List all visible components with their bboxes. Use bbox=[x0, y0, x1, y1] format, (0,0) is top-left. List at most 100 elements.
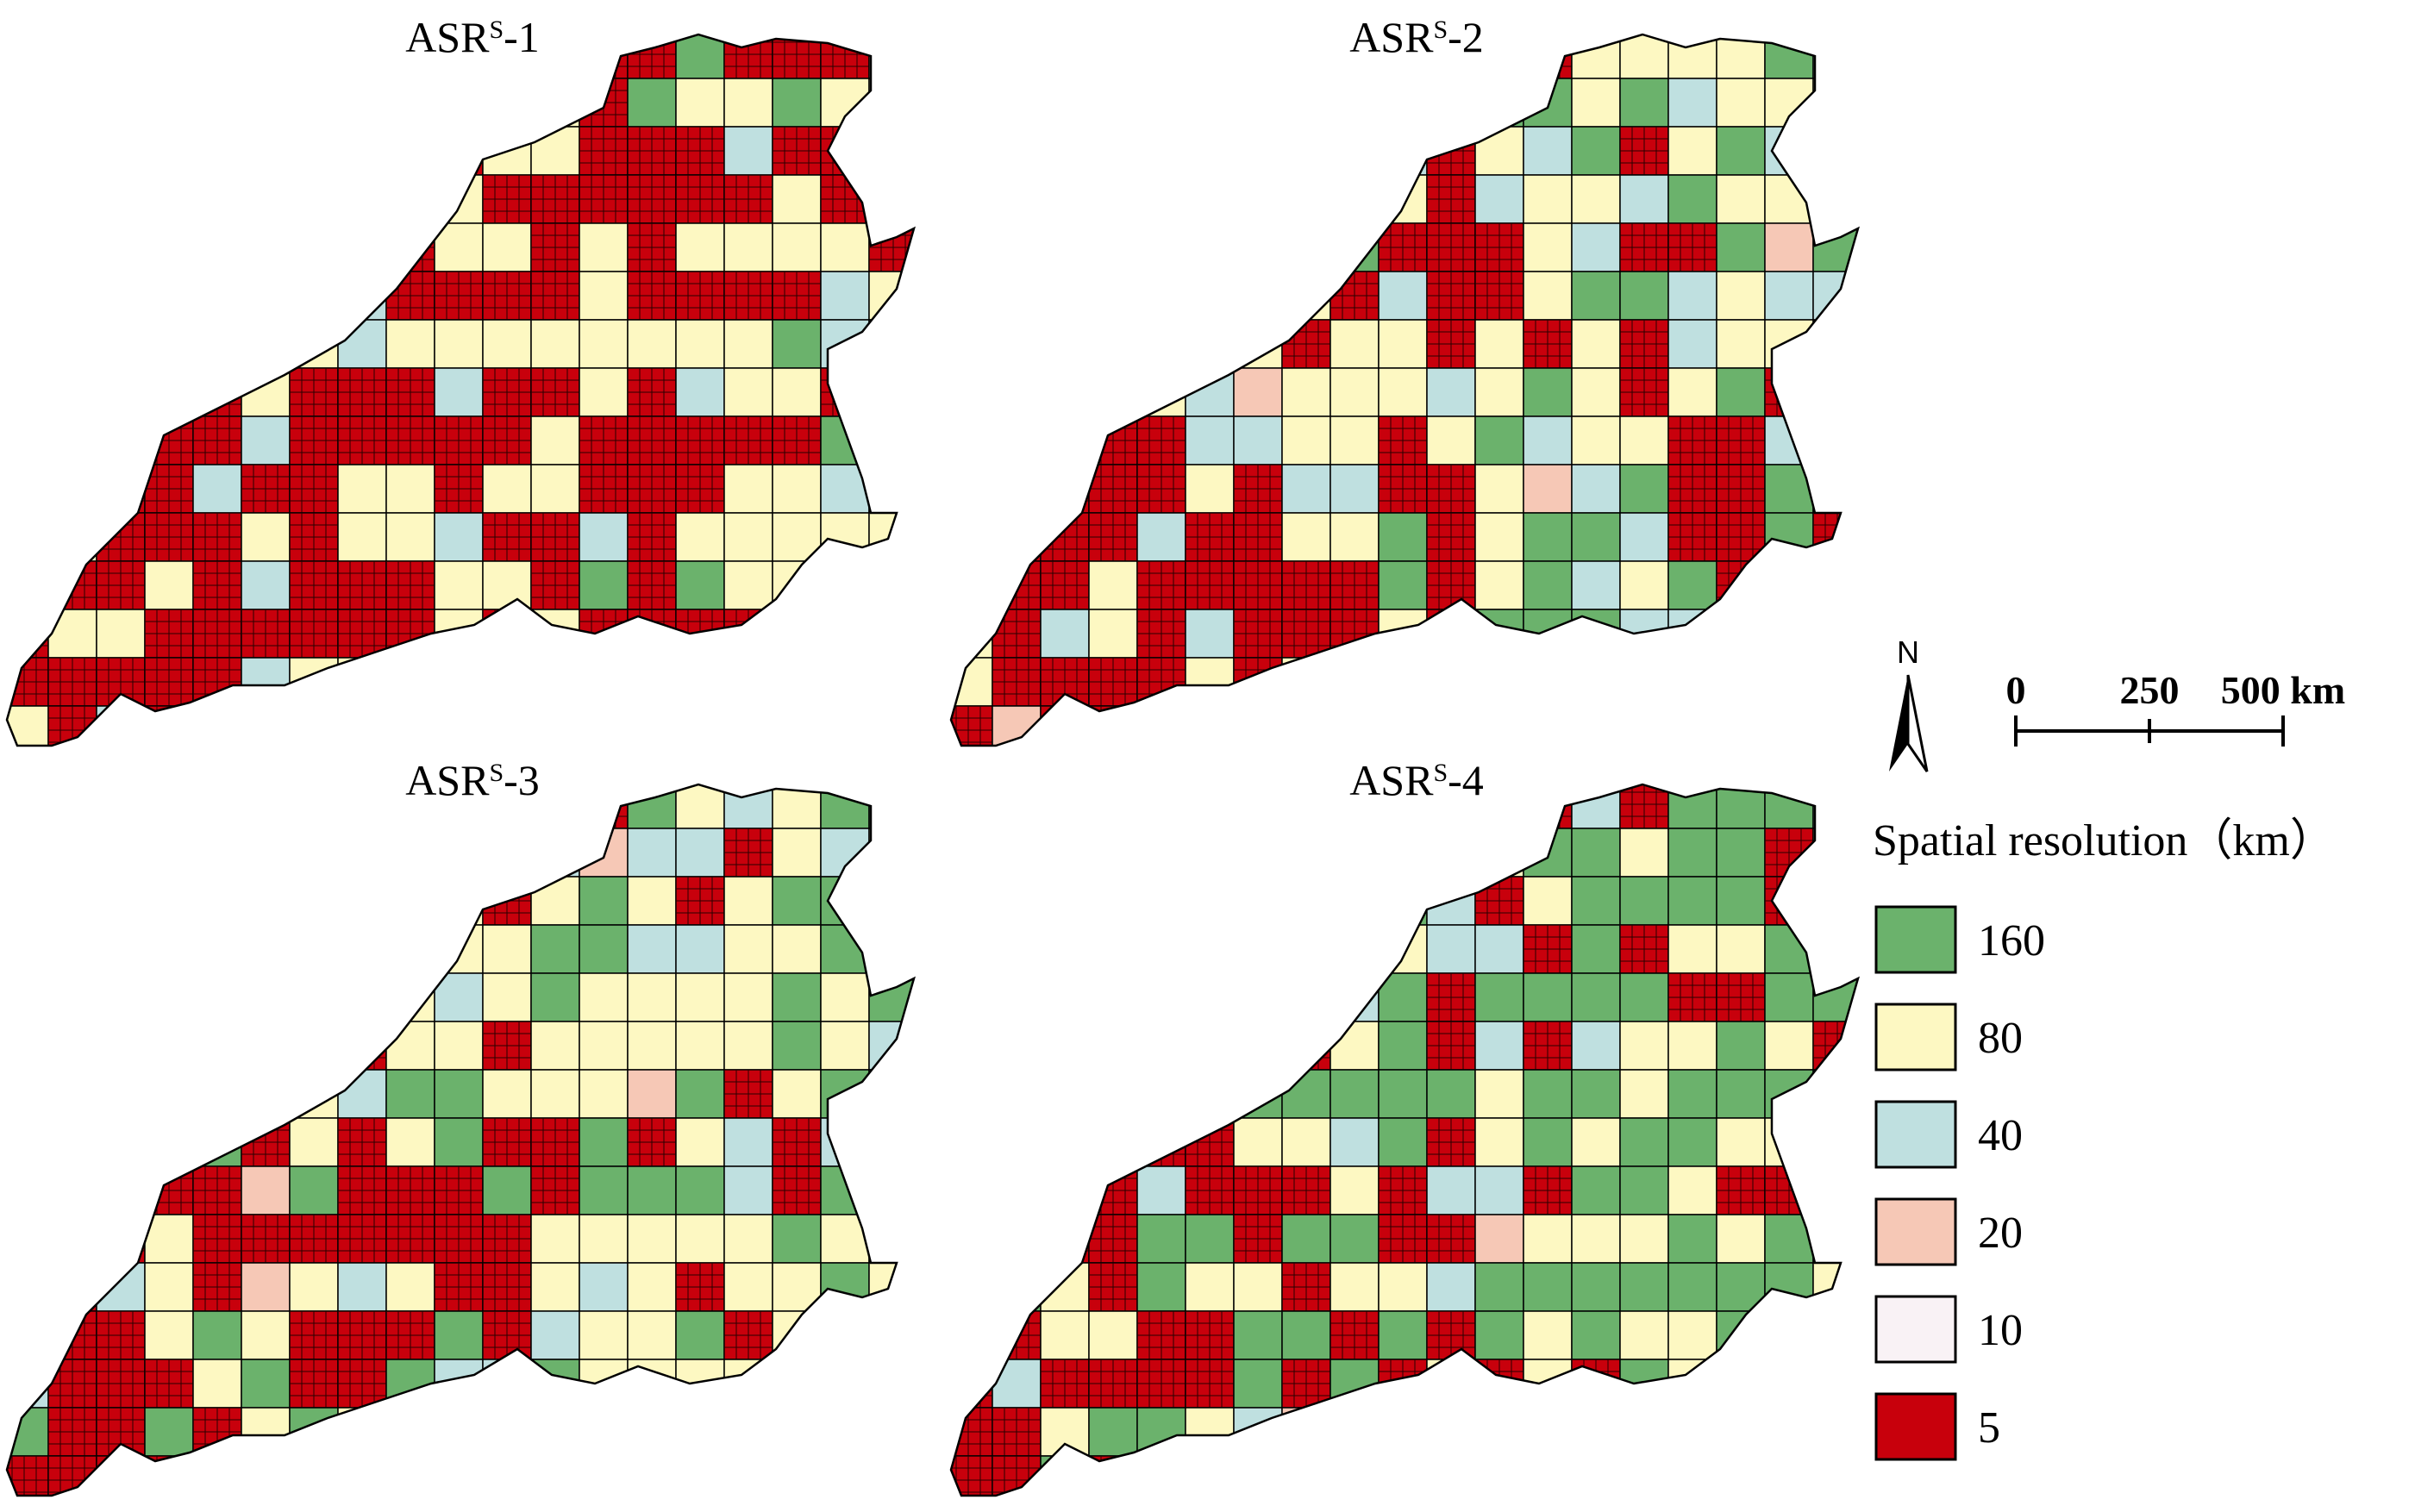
grid-cell-40km bbox=[241, 924, 291, 974]
grid-cell-fine-texture bbox=[483, 1215, 531, 1263]
grid-cell-40km bbox=[1088, 784, 1138, 829]
grid-cell-5km bbox=[1523, 1407, 1573, 1457]
grid-cell-80km bbox=[675, 657, 725, 707]
grid-cell-80km bbox=[579, 1310, 629, 1360]
grid-cell-5km bbox=[47, 1262, 97, 1312]
grid-cell-fine-texture bbox=[1234, 465, 1282, 513]
grid-cell-40km bbox=[241, 560, 291, 610]
grid-cell-fine-texture bbox=[951, 1166, 992, 1215]
grid-cell-fine-texture bbox=[1234, 877, 1282, 925]
grid-cell-80km bbox=[917, 513, 966, 561]
grid-cell-80km bbox=[1474, 1069, 1524, 1119]
grid-cell-fine-texture bbox=[338, 1022, 386, 1070]
grid-cell-fine-texture bbox=[579, 465, 628, 513]
grid-cell-5km bbox=[96, 876, 146, 926]
grid-cell-5km bbox=[951, 1165, 993, 1215]
grid-cell-160km bbox=[917, 780, 966, 828]
grid-cell-5km bbox=[1426, 657, 1476, 707]
grid-cell-160km bbox=[917, 1311, 966, 1359]
grid-cell-fine-texture bbox=[241, 1215, 290, 1263]
grid-cell-40km bbox=[1619, 705, 1669, 746]
grid-cell-5km bbox=[241, 222, 291, 272]
grid-cell-20km bbox=[992, 78, 1042, 128]
grid-cell-fine-texture bbox=[531, 513, 579, 561]
grid-cell-80km bbox=[627, 876, 677, 926]
grid-cell-160km bbox=[1812, 464, 1858, 514]
grid-cell-fine-texture bbox=[193, 828, 241, 877]
map-panels bbox=[5, 33, 1910, 1497]
grid-cell-160km bbox=[1281, 705, 1331, 746]
grid-cell-80km bbox=[385, 1262, 435, 1312]
grid-cell-fine-texture bbox=[1282, 175, 1330, 223]
grid-cell-5km bbox=[7, 1214, 49, 1264]
grid-cell-fine-texture bbox=[579, 175, 628, 223]
grid-cell-5km bbox=[96, 1165, 146, 1215]
grid-cell-5km bbox=[1136, 1455, 1186, 1496]
grid-cell-160km bbox=[1378, 1310, 1428, 1360]
grid-cell-fine-texture bbox=[992, 609, 1041, 658]
grid-cell-80km bbox=[772, 1407, 822, 1457]
grid-cell-fine-texture bbox=[338, 784, 386, 828]
grid-cell-5km bbox=[917, 272, 966, 320]
grid-cell-80km bbox=[1716, 1214, 1766, 1264]
grid-cell-fine-texture bbox=[992, 127, 1041, 175]
grid-cell-80km bbox=[1281, 924, 1331, 974]
grid-cell-80km bbox=[1861, 223, 1910, 272]
grid-cell-40km bbox=[434, 828, 484, 878]
grid-cell-80km bbox=[820, 78, 870, 128]
grid-cell-fine-texture bbox=[1330, 175, 1379, 223]
grid-cell-80km bbox=[1861, 561, 1910, 609]
grid-cell-fine-texture bbox=[1137, 1456, 1186, 1496]
grid-cell-5km bbox=[385, 924, 435, 974]
grid-cell-80km bbox=[772, 1310, 822, 1360]
grid-cell-80km bbox=[1716, 924, 1766, 974]
grid-cell-5km bbox=[144, 705, 194, 746]
grid-cell-5km bbox=[1136, 876, 1186, 926]
grid-cell-40km bbox=[1571, 222, 1621, 272]
grid-cell-80km bbox=[144, 1069, 194, 1119]
grid-cell-fine-texture bbox=[145, 784, 193, 828]
grid-cell-fine-texture bbox=[1234, 1215, 1282, 1263]
grid-cell-fine-texture bbox=[193, 272, 241, 320]
grid-cell-80km bbox=[1667, 1310, 1717, 1360]
grid-cell-80km bbox=[1861, 368, 1910, 416]
grid-cell-80km bbox=[820, 705, 870, 746]
grid-cell-160km bbox=[1571, 924, 1621, 974]
grid-cell-fine-texture bbox=[1234, 513, 1282, 561]
grid-cell-160km bbox=[868, 1214, 914, 1264]
legend-swatch-5 bbox=[1874, 1392, 1957, 1461]
grid-cell-80km bbox=[434, 1021, 484, 1071]
grid-cell-80km bbox=[1330, 1165, 1380, 1215]
grid-cell-fine-texture bbox=[1234, 1166, 1282, 1215]
grid-cell-40km bbox=[1185, 784, 1235, 829]
grid-cell-80km bbox=[1571, 319, 1621, 369]
grid-cell-5km bbox=[530, 705, 580, 746]
grid-cell-160km bbox=[1812, 1455, 1858, 1496]
grid-cell-5km bbox=[7, 222, 49, 272]
grid-cell-80km bbox=[1185, 1262, 1235, 1312]
grid-cell-160km bbox=[1378, 1455, 1428, 1496]
grid-cell-fine-texture bbox=[531, 1456, 579, 1496]
grid-cell-160km bbox=[1812, 876, 1858, 926]
grid-cell-5km bbox=[144, 34, 194, 79]
grid-cell-5km bbox=[47, 1165, 97, 1215]
grid-cell-160km bbox=[1281, 1214, 1331, 1264]
grid-cell-5km bbox=[1281, 78, 1331, 128]
grid-cell-160km bbox=[1040, 222, 1090, 272]
grid-cell-fine-texture bbox=[1041, 706, 1089, 746]
grid-cell-fine-texture bbox=[386, 1166, 435, 1215]
grid-cell-160km bbox=[1619, 464, 1669, 514]
grid-cell-80km bbox=[1185, 924, 1235, 974]
grid-cell-80km bbox=[723, 1455, 773, 1496]
grid-cell-5km bbox=[96, 34, 146, 79]
grid-cell-fine-texture bbox=[1427, 1022, 1475, 1070]
grid-cell-fine-texture bbox=[338, 1215, 386, 1263]
grid-cell-fine-texture bbox=[483, 828, 531, 877]
grid-cell-160km bbox=[1378, 560, 1428, 610]
grid-cell-fine-texture bbox=[1137, 1311, 1186, 1359]
grid-cell-160km bbox=[675, 1310, 725, 1360]
grid-cell-5km bbox=[1185, 174, 1235, 224]
grid-cell-fine-texture bbox=[1089, 175, 1137, 223]
grid-cell-160km bbox=[1474, 1262, 1524, 1312]
grid-cell-80km bbox=[1136, 924, 1186, 974]
